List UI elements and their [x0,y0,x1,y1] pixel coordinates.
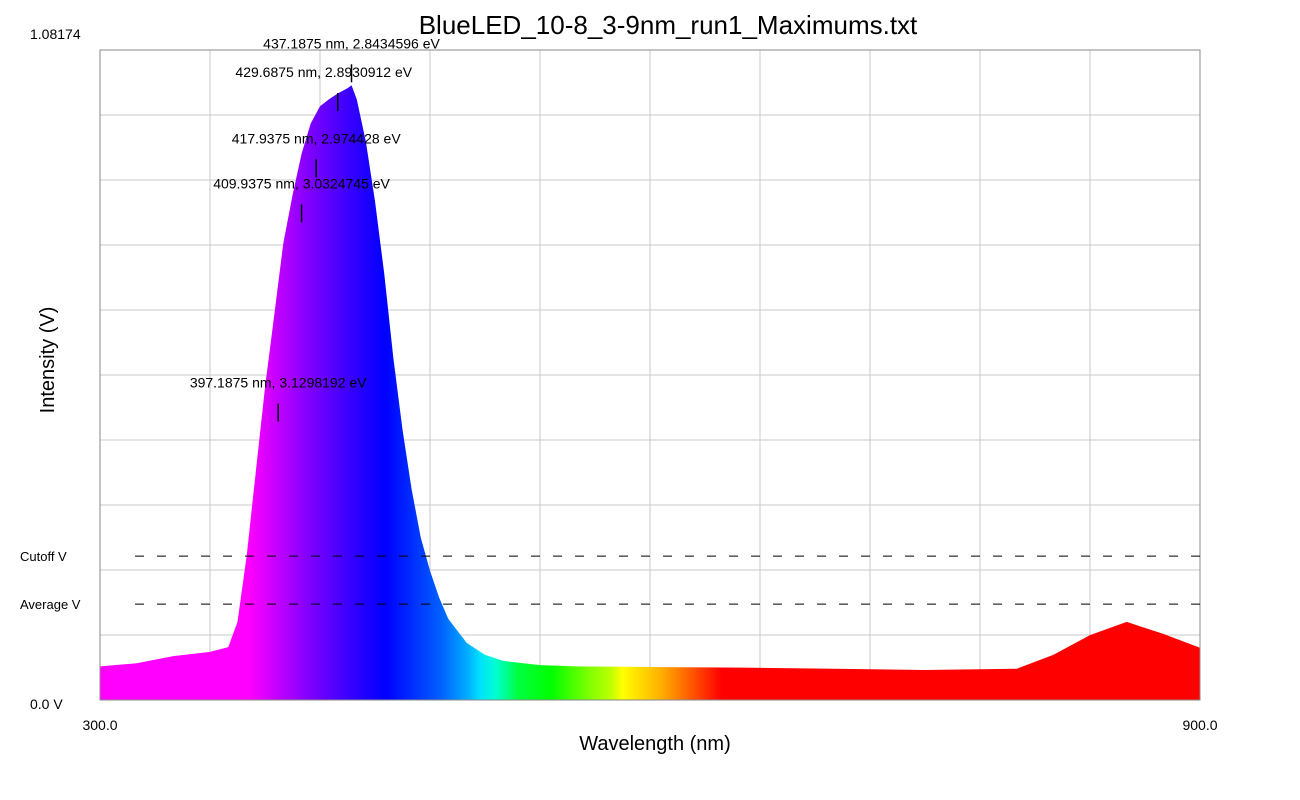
peak-annotations: 437.1875 nm, 2.8434596 eV 429.6875 nm, 2.… [190,35,441,422]
x-tick-label-max: 900.0 [1182,717,1217,733]
x-tick-label-min: 300.0 [82,717,117,733]
peak-label: 429.6875 nm, 2.8930912 eV [235,64,412,80]
x-axis-label: Wavelength (nm) [579,733,731,755]
reference-lines: Cutoff V Average V [20,549,1200,612]
y-tick-label-max: 1.08174 [30,26,81,42]
reference-line-label: Average V [20,597,81,612]
peak-label: 437.1875 nm, 2.8434596 eV [263,35,440,51]
peak-label: 417.9375 nm, 2.974428 eV [232,130,402,146]
peak-label: 409.9375 nm, 3.0324745 eV [213,175,390,191]
y-tick-label-min: 0.0 V [30,696,63,712]
plot-frame [99,49,1201,701]
grid-lines [100,50,1200,700]
spectrum-area [100,85,1200,701]
chart-title: BlueLED_10-8_3-9nm_run1_Maximums.txt [419,10,918,40]
y-axis-label: Intensity (V) [37,307,59,414]
reference-line-label: Cutoff V [20,549,67,564]
peak-label: 397.1875 nm, 3.1298192 eV [190,375,367,391]
